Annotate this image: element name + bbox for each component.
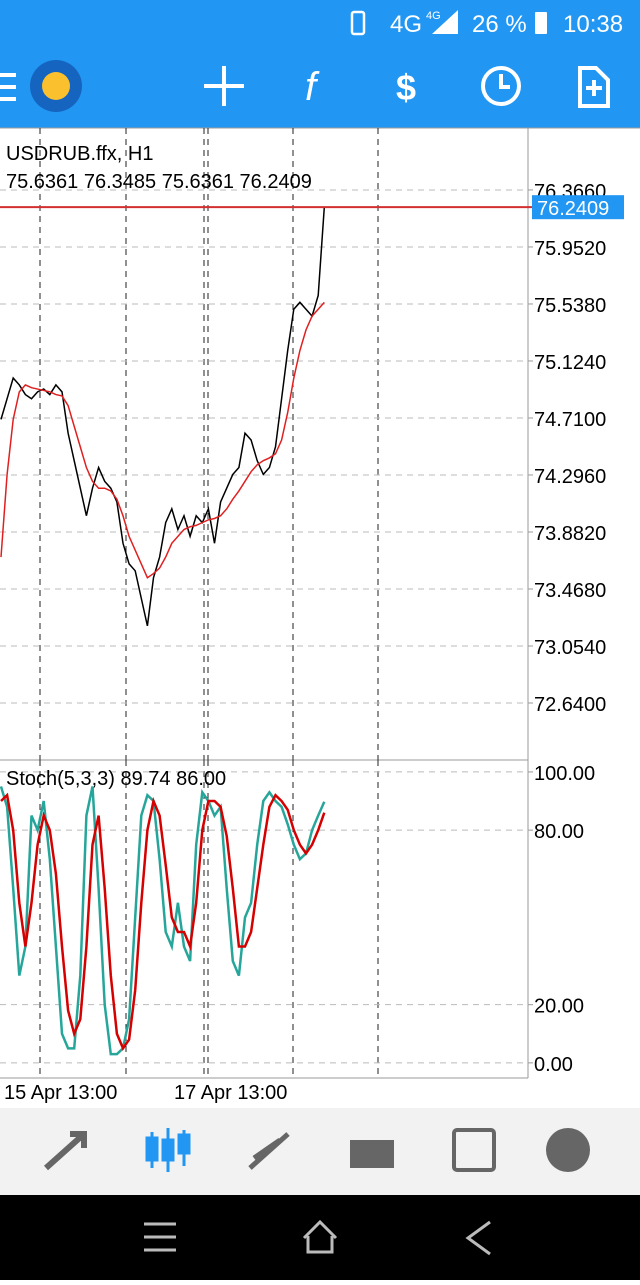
y-tick-label: 74.7100 [534, 409, 606, 431]
history-tab[interactable] [350, 1140, 394, 1168]
y-tick-label: 75.9520 [534, 238, 606, 260]
tab-icons [43, 1128, 590, 1172]
quotes-tab[interactable] [43, 1131, 87, 1171]
battery: 26 % [472, 11, 527, 38]
series-line [0, 207, 326, 627]
app-logo-inner [42, 72, 70, 100]
news-tab[interactable] [452, 1128, 496, 1172]
menu-button[interactable] [0, 73, 16, 101]
back-button[interactable] [465, 1220, 491, 1256]
x-tick-label: 15 Apr 13:00 [4, 1082, 117, 1104]
pane-subtitle: 75.6361 76.3485 75.6361 76.2409 [6, 171, 312, 193]
signal-icon [432, 10, 458, 34]
clock: 10:38 [563, 11, 623, 38]
y-tick-label: 74.2960 [534, 466, 606, 488]
y-tick-label: 73.8820 [534, 523, 606, 545]
pane-title: USDRUB.ffx, H1 [6, 143, 153, 165]
y-tick-label: 75.1240 [534, 352, 606, 374]
network-small: 4G [426, 10, 441, 22]
period-button[interactable] [481, 66, 521, 106]
y-tick-label: 75.5380 [534, 295, 606, 317]
recent-button[interactable] [144, 1222, 176, 1252]
status-icons [350, 10, 547, 36]
series-line [0, 792, 326, 1051]
home-button[interactable] [302, 1219, 338, 1254]
top-bar [0, 0, 640, 128]
current-price-label: 76.2409 [537, 198, 609, 220]
chat-tab[interactable] [546, 1128, 590, 1172]
y-tick-label: 73.4680 [534, 580, 606, 602]
network: 4G [390, 11, 422, 38]
y-tick-label: 20.00 [534, 996, 584, 1018]
y-tick-label: 80.00 [534, 821, 584, 843]
bottom-tabs [0, 1108, 640, 1195]
nav-buttons[interactable] [144, 1219, 491, 1256]
y-tick-label: 100.00 [534, 763, 595, 785]
battery-icon [535, 12, 547, 34]
y-tick-label: 0.00 [534, 1054, 573, 1076]
chart-tab[interactable] [145, 1128, 191, 1172]
pane-title: Stoch(5,3,3) 89.74 86.00 [6, 768, 226, 790]
clock-hands [499, 74, 510, 89]
current-price-box [532, 195, 624, 220]
crosshair-button[interactable] [204, 66, 244, 106]
vibrate-icon [350, 10, 366, 36]
new-order-button[interactable] [578, 66, 610, 108]
nav-bar [0, 1195, 640, 1280]
series-line [0, 786, 326, 1056]
y-tick-label: 73.0540 [534, 637, 606, 659]
trade-button[interactable]: $ [396, 67, 416, 108]
y-tick-label: 72.6400 [534, 694, 606, 716]
trade-tab[interactable] [248, 1132, 290, 1170]
x-tick-label: 17 Apr 13:00 [174, 1082, 287, 1104]
series-line [0, 301, 325, 579]
